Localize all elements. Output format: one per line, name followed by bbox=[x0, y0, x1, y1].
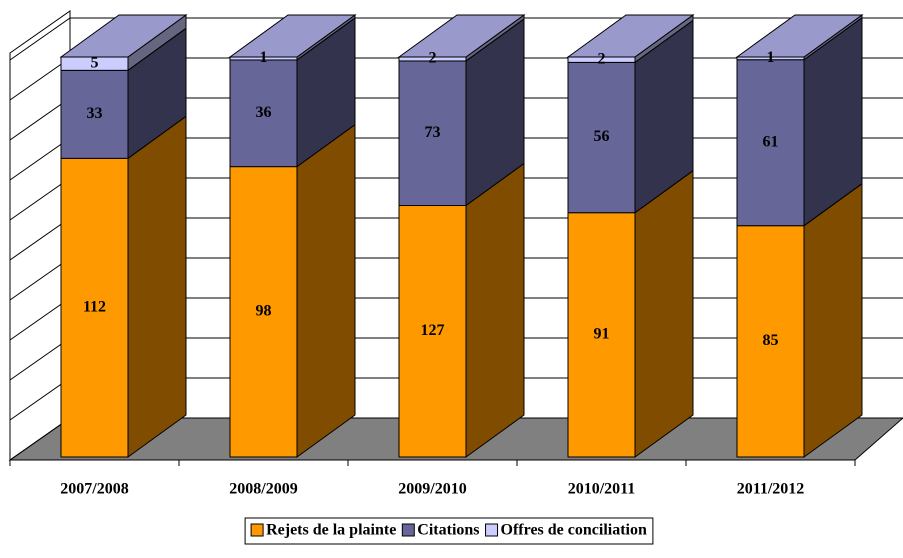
legend-label: Citations bbox=[417, 522, 479, 539]
value-label: 91 bbox=[594, 326, 610, 343]
bar-top bbox=[566, 14, 695, 58]
bar-top bbox=[735, 14, 864, 58]
value-label: 36 bbox=[256, 104, 272, 121]
bar-front bbox=[736, 59, 805, 227]
bar-front bbox=[736, 225, 805, 458]
legend-label: Rejets de la plainte bbox=[266, 522, 396, 539]
legend-swatch bbox=[485, 523, 499, 537]
bar-segment bbox=[60, 115, 187, 458]
bar-segment bbox=[59, 14, 188, 72]
bar-side bbox=[803, 182, 863, 458]
value-label: 61 bbox=[763, 133, 779, 150]
x-tick-label: 2011/2012 bbox=[737, 481, 805, 498]
value-label: 85 bbox=[763, 332, 779, 349]
bar-side bbox=[465, 162, 525, 458]
bar-segment bbox=[398, 162, 525, 458]
value-label: 2 bbox=[429, 50, 437, 67]
bar-segment bbox=[229, 16, 356, 168]
bar-segment bbox=[228, 14, 357, 61]
bar-segment bbox=[397, 14, 526, 62]
bar-front bbox=[229, 166, 298, 458]
bar-front bbox=[398, 60, 467, 207]
bar-side bbox=[296, 123, 356, 458]
bar-top bbox=[59, 14, 188, 58]
legend-swatch bbox=[250, 523, 264, 537]
x-tick-label: 2009/2010 bbox=[398, 481, 466, 498]
bar-segment bbox=[229, 123, 356, 458]
bar-front bbox=[60, 69, 129, 159]
bar-segment bbox=[735, 14, 864, 61]
x-tick-label: 2007/2008 bbox=[60, 481, 128, 498]
legend-box bbox=[244, 517, 654, 545]
value-label: 73 bbox=[425, 124, 441, 141]
bar-top bbox=[397, 14, 526, 58]
bar-front bbox=[567, 212, 636, 458]
value-label: 2 bbox=[598, 50, 606, 67]
bar-front bbox=[398, 205, 467, 458]
bar-segment bbox=[736, 16, 863, 227]
value-label: 1 bbox=[767, 49, 775, 66]
value-label: 56 bbox=[594, 128, 610, 145]
legend-swatch bbox=[401, 523, 415, 537]
bar-segment bbox=[566, 14, 695, 64]
bar-side bbox=[127, 115, 187, 458]
bar-segment bbox=[567, 169, 694, 458]
value-label: 33 bbox=[87, 105, 103, 122]
value-label: 98 bbox=[256, 302, 272, 319]
value-label: 112 bbox=[83, 298, 106, 315]
value-label: 5 bbox=[91, 54, 99, 71]
bar-segment bbox=[60, 27, 187, 160]
bar-segment bbox=[736, 182, 863, 458]
bar-front bbox=[60, 157, 129, 458]
value-label: 1 bbox=[260, 49, 268, 66]
bar-top bbox=[228, 14, 357, 58]
bar-front bbox=[229, 59, 298, 168]
bar-segment bbox=[398, 17, 525, 207]
x-tick-label: 2010/2011 bbox=[568, 481, 636, 498]
legend-label: Offres de conciliation bbox=[501, 522, 647, 539]
bar-side bbox=[634, 169, 694, 458]
bar-segment bbox=[567, 19, 694, 214]
value-label: 127 bbox=[421, 322, 445, 339]
legend: Rejets de la plainte Citations Offres de c… bbox=[244, 517, 654, 545]
bar-front bbox=[567, 61, 636, 214]
x-tick-label: 2008/2009 bbox=[229, 481, 297, 498]
